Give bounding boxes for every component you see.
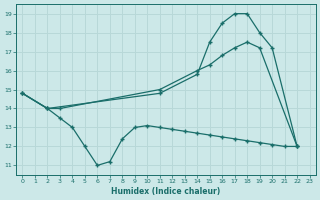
X-axis label: Humidex (Indice chaleur): Humidex (Indice chaleur) bbox=[111, 187, 221, 196]
